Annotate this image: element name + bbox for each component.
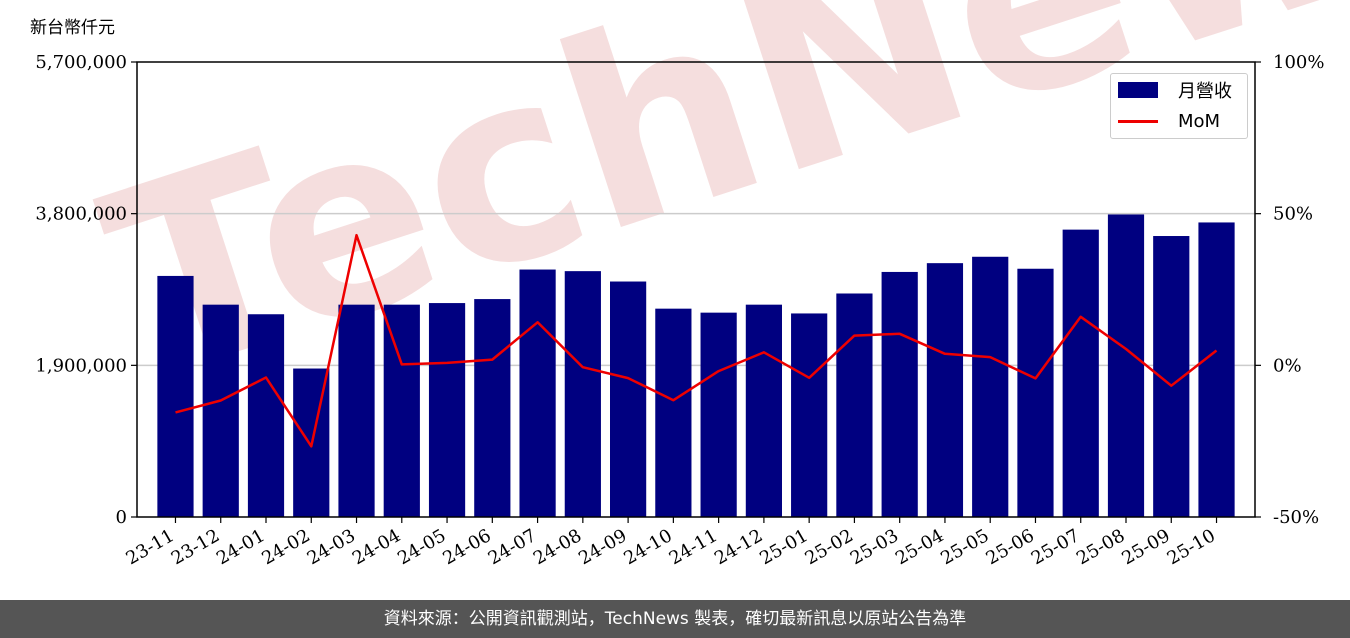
- mom-line-series: [175, 233, 1218, 448]
- x-tick-label: 25-07: [1028, 525, 1083, 569]
- x-tick-label: 24-03: [304, 525, 359, 569]
- source-footer: 資料來源：公開資訊觀測站，TechNews 製表，確切最新訊息以原站公告為準: [0, 600, 1350, 638]
- x-tick-label: 24-11: [666, 525, 721, 569]
- x-tick-label: 24-07: [485, 525, 540, 569]
- revenue-bar: [972, 256, 1009, 517]
- bar-series: [157, 214, 1235, 517]
- left-tick-label: 3,800,000: [35, 204, 127, 225]
- x-tick-label: 24-09: [575, 525, 630, 569]
- x-tick-label: 24-01: [213, 525, 268, 569]
- legend-line-swatch: [1118, 119, 1158, 123]
- right-tick-label: -50%: [1273, 507, 1319, 528]
- x-tick-label: 23-12: [168, 525, 223, 569]
- x-tick-label: 24-10: [620, 525, 675, 569]
- x-tick-label: 23-11: [123, 525, 178, 569]
- revenue-bar: [383, 304, 420, 517]
- left-axis-ticks: 0 1,900,000 3,800,000 5,700,000: [35, 52, 137, 528]
- legend: 月營收 MoM: [1110, 73, 1248, 139]
- right-tick-label: 0%: [1273, 355, 1302, 376]
- legend-item-revenue: 月營收: [1118, 78, 1232, 102]
- revenue-bar: [428, 303, 466, 517]
- plot-frame: [136, 61, 1256, 518]
- revenue-bar: [519, 269, 556, 517]
- x-tick-label: 25-01: [756, 525, 811, 569]
- revenue-bar: [157, 275, 194, 517]
- legend-item-mom: MoM: [1118, 109, 1220, 133]
- revenue-bar: [247, 314, 285, 517]
- unit-label: 新台幣仟元: [30, 18, 115, 38]
- x-tick-label: 25-06: [983, 525, 1038, 569]
- revenue-bar: [700, 312, 737, 517]
- revenue-bar: [745, 304, 782, 517]
- x-tick-label: 25-03: [847, 525, 902, 569]
- revenue-bar: [881, 271, 918, 517]
- legend-label-mom: MoM: [1178, 110, 1221, 132]
- x-tick-label: 24-12: [711, 525, 766, 569]
- revenue-bar: [564, 271, 601, 517]
- left-tick-label: 1,900,000: [35, 355, 127, 376]
- revenue-bar: [202, 304, 239, 517]
- x-tick-label: 24-05: [394, 525, 449, 569]
- x-tick-label: 25-05: [937, 525, 992, 569]
- revenue-bar: [1062, 229, 1099, 517]
- x-tick-label: 25-02: [801, 525, 856, 569]
- mom-line: [175, 233, 1218, 448]
- left-tick-label: 5,700,000: [35, 52, 127, 73]
- revenue-bar: [791, 313, 828, 517]
- x-tick-label: 24-04: [349, 525, 404, 569]
- x-tick-label: 25-10: [1164, 525, 1219, 569]
- x-tick-label: 25-08: [1073, 525, 1128, 569]
- revenue-bar: [1198, 222, 1235, 517]
- axes: [136, 61, 1256, 518]
- legend-bar-swatch: [1118, 82, 1158, 98]
- x-tick-label: 25-09: [1118, 525, 1173, 569]
- right-tick-label: 50%: [1273, 204, 1313, 225]
- x-tick-label: 25-04: [892, 525, 947, 569]
- revenue-bar: [836, 293, 873, 517]
- legend-label-revenue: 月營收: [1178, 81, 1232, 102]
- revenue-bar: [1107, 214, 1145, 517]
- x-axis-ticks: 23-1123-1224-0124-0224-0324-0424-0524-06…: [123, 517, 1219, 569]
- revenue-bar: [474, 299, 511, 517]
- revenue-bar: [1017, 268, 1054, 517]
- x-tick-label: 24-02: [258, 525, 313, 569]
- revenue-bar: [610, 281, 647, 517]
- right-tick-label: 100%: [1273, 52, 1324, 73]
- revenue-bar: [926, 263, 964, 517]
- revenue-bar: [655, 308, 692, 517]
- x-tick-label: 24-06: [439, 525, 494, 569]
- right-axis-ticks: -50% 0% 50% 100%: [1255, 52, 1324, 528]
- revenue-bar: [338, 304, 375, 517]
- x-tick-label: 24-08: [530, 525, 585, 569]
- left-tick-label: 0: [116, 507, 127, 528]
